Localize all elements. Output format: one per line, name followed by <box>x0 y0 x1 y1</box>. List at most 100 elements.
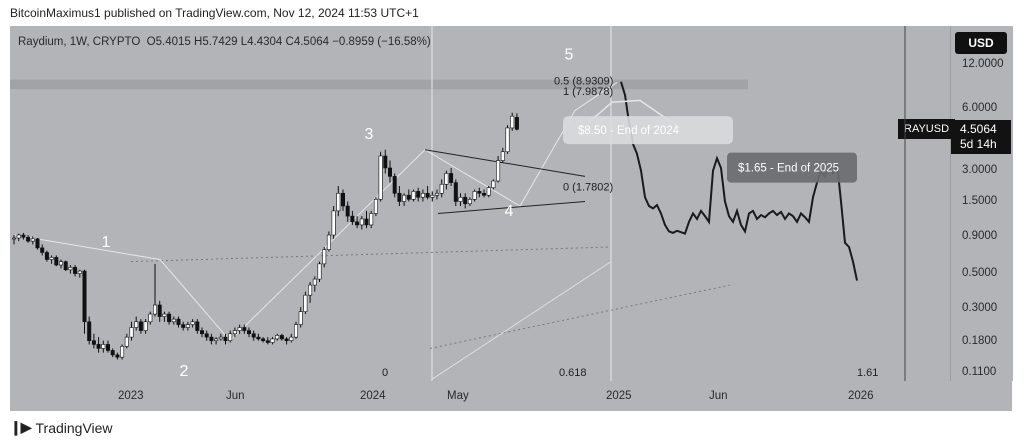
candle <box>91 340 96 345</box>
candle <box>181 324 186 328</box>
candle <box>458 196 463 202</box>
time-tick: 2026 <box>848 390 874 402</box>
candle <box>298 311 303 325</box>
candle <box>467 199 472 205</box>
candle <box>204 333 209 338</box>
candle <box>143 321 148 331</box>
candle <box>486 187 491 196</box>
candle <box>12 237 17 240</box>
candle <box>218 336 223 340</box>
candle <box>416 191 421 198</box>
candle <box>420 192 425 198</box>
price-axis[interactable] <box>950 26 1013 381</box>
candle <box>162 313 167 317</box>
currency-button[interactable]: USD <box>955 32 1007 54</box>
candle <box>30 238 35 242</box>
ohlc-legend: Raydium, 1W, CRYPTO O5.4015 H5.7429 L4.4… <box>18 36 431 48</box>
candle <box>16 234 21 239</box>
candle <box>505 127 510 153</box>
tradingview-logo[interactable]: ❙▶ TradingView <box>10 419 113 436</box>
candle <box>312 278 317 286</box>
candle <box>510 115 515 129</box>
candle <box>223 336 228 341</box>
candle <box>200 330 205 335</box>
wave-label: 4 <box>505 203 514 220</box>
target-callout <box>727 152 857 183</box>
candle <box>308 284 313 296</box>
target-callout <box>563 116 733 145</box>
candle <box>463 196 468 205</box>
candle <box>49 257 54 260</box>
candle <box>247 330 252 335</box>
price-tick: 6.0000 <box>962 102 998 114</box>
candle <box>491 180 496 189</box>
time-tick: 2025 <box>606 390 632 402</box>
candle <box>279 335 284 340</box>
candle <box>106 344 111 351</box>
candle <box>68 267 73 271</box>
trend-line-dotted <box>429 284 731 349</box>
candle <box>453 182 458 202</box>
price-tick: 1.5000 <box>962 195 998 207</box>
price-tick: 0.5000 <box>962 267 998 279</box>
candle <box>355 221 360 226</box>
candle <box>392 176 397 194</box>
candle <box>481 192 486 196</box>
fib-label: 1.61 <box>857 367 878 379</box>
candle <box>434 192 439 196</box>
candle <box>284 338 289 341</box>
fib-label: 0.618 <box>559 367 587 379</box>
candle <box>430 194 435 198</box>
candle <box>449 173 454 183</box>
open-value: 5.4015 <box>155 36 191 48</box>
candle <box>101 344 106 349</box>
symbol-badge: RAYUSD <box>898 119 956 139</box>
candle <box>148 313 153 323</box>
price-tick: 0.9000 <box>962 230 998 242</box>
time-axis[interactable] <box>10 381 1012 411</box>
symbol-info: Raydium, 1W, CRYPTO <box>18 36 141 48</box>
candle <box>237 327 242 331</box>
candle <box>26 236 31 242</box>
candle <box>185 324 190 328</box>
candle <box>242 327 247 331</box>
low-value: 4.4304 <box>247 36 283 48</box>
price-tick: 0.1800 <box>962 335 998 347</box>
candle <box>58 261 63 266</box>
triangle-upper-line <box>424 149 586 177</box>
open-label: O <box>146 36 156 48</box>
candle <box>275 335 280 340</box>
wave-label: 1 <box>102 234 111 251</box>
projection-path <box>587 99 681 129</box>
candle <box>35 238 40 249</box>
time-tick: 2023 <box>118 390 144 402</box>
candle <box>383 155 388 169</box>
close-label: C <box>285 36 294 48</box>
candle <box>336 192 341 212</box>
candle-countdown: 5d 14h <box>960 137 997 151</box>
candle <box>157 304 162 317</box>
candle <box>120 346 125 358</box>
candle <box>340 192 345 207</box>
candle <box>87 321 92 341</box>
candle <box>129 327 134 338</box>
candle <box>110 350 115 356</box>
resistance-band <box>10 79 748 90</box>
candle <box>176 318 181 325</box>
close-value: 4.5064 <box>293 36 330 48</box>
candle <box>228 333 233 341</box>
candle <box>359 218 364 226</box>
candle <box>44 252 49 260</box>
logo-text: TradingView <box>35 419 113 436</box>
fib-label: 0 (1.7802) <box>563 181 613 193</box>
candle <box>514 117 519 130</box>
candle <box>350 215 355 223</box>
time-tick: Jun <box>709 390 728 402</box>
candle <box>402 194 407 202</box>
candle <box>270 338 275 343</box>
candle <box>115 354 120 358</box>
candle <box>397 192 402 202</box>
trend-line-dotted <box>130 246 611 263</box>
candle <box>77 270 82 274</box>
